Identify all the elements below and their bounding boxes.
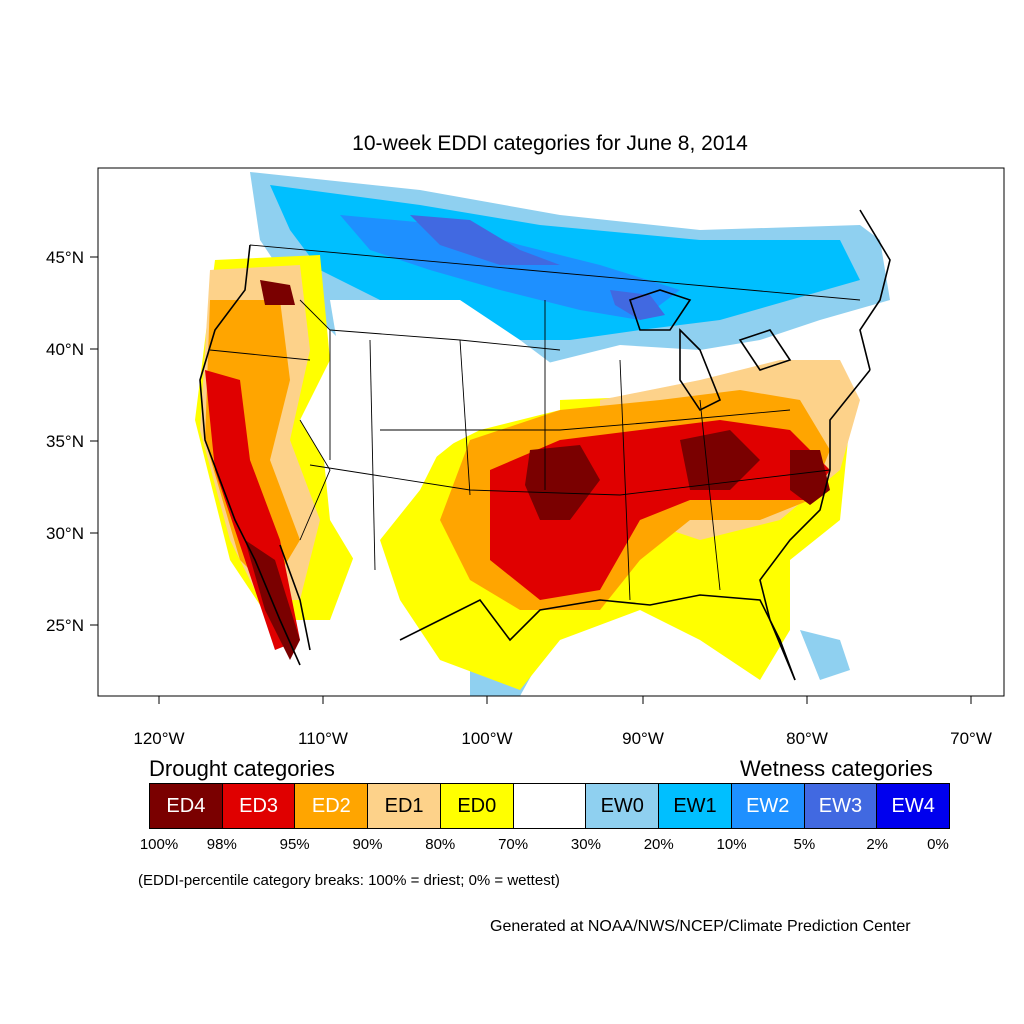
credit-line: Generated at NOAA/NWS/NCEP/Climate Predi…: [490, 918, 911, 935]
legend-swatch: ED1: [368, 784, 441, 828]
percent-break-label: 80%: [425, 836, 456, 853]
percent-break-label: 100%: [139, 836, 179, 853]
wetness-categories-heading: Wetness categories: [740, 756, 933, 781]
dry-region-ed4-b: [680, 430, 760, 490]
legend-swatch: ED2: [295, 784, 369, 828]
map-frame: [97, 167, 1005, 697]
state-borders: [209, 244, 861, 601]
legend-swatch: EW3: [804, 784, 878, 828]
category-legend: ED4 ED3 ED2 ED1 ED0 EW0 EW1 EW2 EW3 EW4: [149, 783, 950, 829]
percent-break-label: 20%: [643, 836, 674, 853]
drought-categories-heading: Drought categories: [149, 756, 335, 781]
lat-label: 25°N: [46, 616, 84, 635]
neutral-region-interior: [320, 300, 560, 570]
legend-swatch: ED0: [440, 784, 514, 828]
legend-swatch: EW4: [877, 784, 950, 828]
latitude-axis: 45°N 40°N 35°N 30°N 25°N: [46, 248, 98, 635]
lon-label: 80°W: [786, 729, 828, 748]
lat-label: 35°N: [46, 432, 84, 451]
category-footnote: (EDDI-percentile category breaks: 100% =…: [138, 872, 560, 889]
legend-swatch: EW1: [659, 784, 732, 828]
wet-region-ew4: [610, 290, 665, 320]
coastline: [199, 209, 891, 681]
legend-swatch: ED3: [222, 784, 296, 828]
lon-label: 110°W: [298, 729, 348, 748]
map-title: 10-week EDDI categories for June 8, 2014: [352, 132, 748, 155]
dry-region-ed4: [525, 445, 600, 520]
lat-label: 45°N: [46, 248, 84, 267]
percent-break-label: 70%: [498, 836, 529, 853]
lon-label: 120°W: [133, 729, 184, 748]
percent-break-label: 2%: [866, 836, 889, 853]
longitude-axis: 120°W 110°W 100°W 90°W 80°W 70°W: [133, 696, 992, 748]
percent-break-label: 5%: [793, 836, 816, 853]
legend-swatch: EW2: [731, 784, 805, 828]
percent-break-label: 95%: [279, 836, 310, 853]
lon-label: 100°W: [461, 729, 512, 748]
legend-swatch: [513, 784, 587, 828]
lon-label: 90°W: [622, 729, 664, 748]
legend-swatch: ED4: [150, 784, 223, 828]
lat-label: 40°N: [46, 340, 84, 359]
percent-break-label: 30%: [570, 836, 601, 853]
legend-swatch: EW0: [586, 784, 660, 828]
lon-label: 70°W: [950, 729, 992, 748]
percent-break-label: 98%: [206, 836, 237, 853]
percent-break-label: 90%: [352, 836, 383, 853]
wet-region-ew3: [410, 215, 560, 265]
map-field: [195, 172, 891, 696]
dry-region-ed2-west: [205, 300, 300, 590]
dry-region-ed4-nw: [260, 280, 295, 305]
percent-break-label: 0%: [927, 836, 949, 853]
lat-label: 30°N: [46, 524, 84, 543]
wet-region-fl: [800, 630, 850, 680]
wet-region-ew2: [340, 215, 680, 320]
dry-region-ed4-c: [790, 450, 830, 505]
eddi-map: 45°N 40°N 35°N 30°N 25°N 120°W 110°W 100…: [46, 167, 1005, 748]
percent-break-label: 10%: [716, 836, 747, 853]
